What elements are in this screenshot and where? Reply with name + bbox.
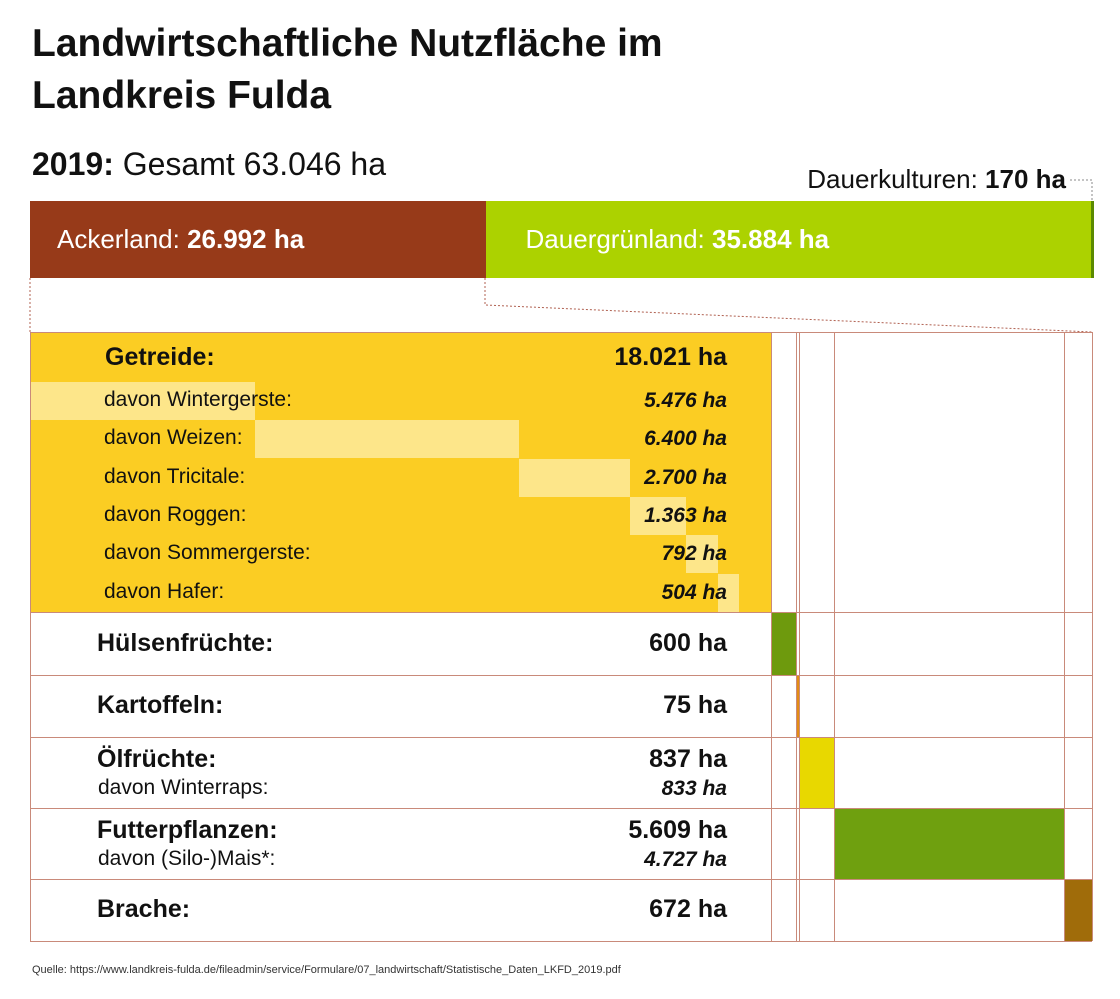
part-name: davon Tricitale: (104, 464, 246, 488)
part-name: davon Hafer: (104, 579, 225, 603)
part-name: davon Weizen: (104, 426, 243, 450)
overview-value: 26.992 ha (187, 224, 305, 254)
part-name: davon (Silo-)Mais*: (98, 847, 276, 870)
overview-bar (30, 201, 486, 278)
column-line (30, 332, 31, 941)
part-value: 792 ha (661, 542, 727, 566)
crop-name: Futterpflanzen: (97, 816, 278, 844)
part-bar (629, 496, 686, 535)
crop-name: Getreide: (105, 343, 215, 371)
title: Landwirtschaftliche Nutzfläche im Landkr… (32, 22, 663, 117)
part-bar (518, 458, 630, 497)
crop-name: Ölfrüchte: (97, 745, 217, 773)
row-line (30, 675, 1092, 676)
part-value: 5.476 ha (644, 389, 727, 412)
row-line (30, 332, 1092, 333)
overview-value: 170 ha (985, 164, 1066, 194)
part-value: 2.700 ha (644, 465, 727, 489)
row-line (30, 612, 1092, 613)
crop-value: 600 ha (649, 628, 727, 657)
crop-bar (1064, 879, 1092, 941)
overview-label: Ackerland: 26.992 ha (57, 224, 304, 255)
crop-value: 5.609 ha (628, 816, 727, 844)
column-line (799, 332, 801, 941)
part-value: 504 ha (661, 580, 727, 604)
overview-label: Dauerkulturen: 170 ha (807, 164, 1066, 195)
part-name: davon Wintergerste: (104, 388, 292, 411)
overview-name: Dauergrünland: (525, 224, 705, 254)
total: 63.046 ha (243, 146, 387, 182)
crop-bar (771, 612, 797, 675)
part-value: 6.400 ha (644, 427, 727, 451)
column-line (771, 332, 773, 941)
part-value: 833 ha (661, 777, 727, 800)
crop-value: 75 ha (663, 691, 727, 719)
crop-bar (833, 808, 1065, 879)
overview-value: 35.884 ha (712, 224, 830, 254)
overview-label: Dauergrünland: 35.884 ha (526, 224, 830, 255)
overview-bar (485, 201, 1092, 278)
part-value: 1.363 ha (644, 503, 727, 527)
crop-name: Brache: (97, 895, 191, 923)
source: Quelle: https://www.landkreis-fulda.de/f… (32, 964, 621, 976)
row-line (30, 879, 1092, 880)
crop-value: 18.021 ha (614, 343, 727, 371)
column-line (796, 332, 798, 941)
part-bar (255, 420, 519, 459)
column-line (1092, 332, 1093, 941)
row-line (30, 737, 1092, 738)
row-line (30, 808, 1092, 809)
part-name: davon Sommergerste: (104, 541, 311, 565)
part-bar (30, 382, 256, 420)
crop-bar (796, 675, 800, 737)
crop-name: Kartoffeln: (97, 691, 224, 719)
crop-bar (30, 332, 772, 612)
part-value: 4.727 ha (644, 848, 727, 871)
year: 2019: (32, 146, 114, 182)
subtitle: 2019: Gesamt 63.046 ha (32, 146, 386, 183)
overview-name: Ackerland: (57, 224, 180, 254)
part-name: davon Winterraps: (98, 776, 269, 799)
part-bar (685, 535, 719, 574)
part-bar (718, 573, 740, 612)
crop-value: 672 ha (649, 895, 727, 923)
column-line (1064, 332, 1066, 941)
overview-name: Dauerkulturen: (807, 164, 978, 194)
crop-name: Hülsenfrüchte: (97, 628, 274, 657)
part-name: davon Roggen: (104, 502, 247, 526)
crop-bar (799, 737, 834, 808)
crop-value: 837 ha (649, 745, 727, 773)
overview-bar (1091, 201, 1094, 278)
row-line (30, 941, 1092, 942)
total-text: Gesamt (122, 146, 235, 182)
column-line (833, 332, 835, 941)
